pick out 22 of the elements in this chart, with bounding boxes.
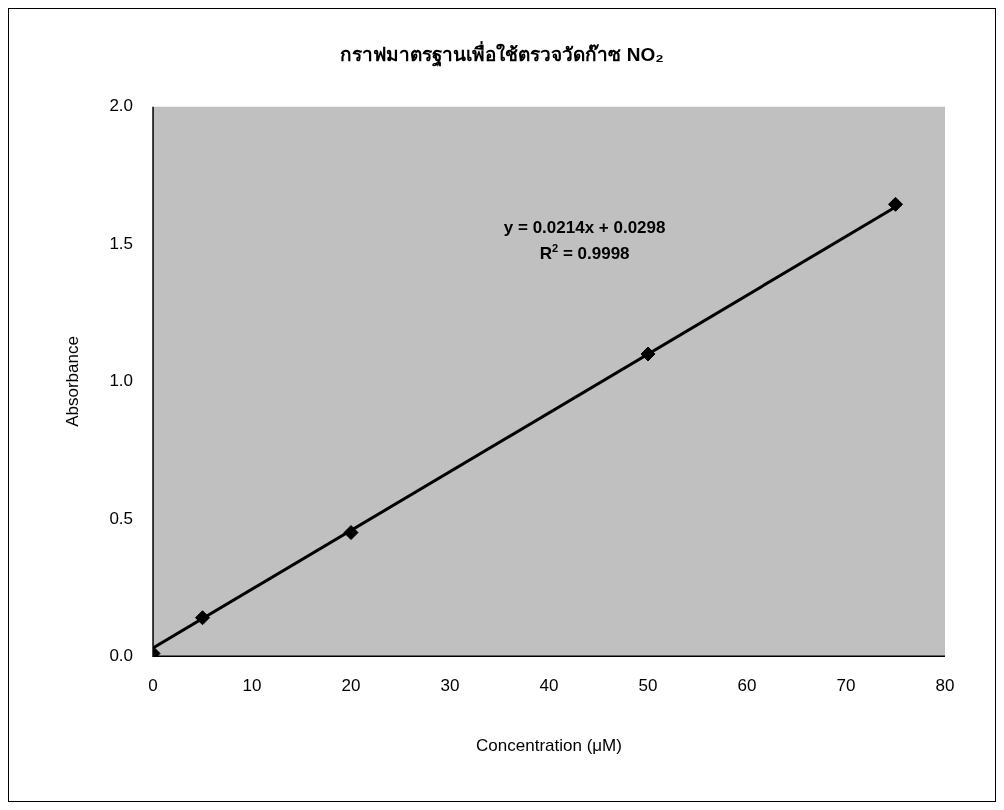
chart-title: กราฟมาตรฐานเพื่อใช้ตรวจวัดก๊าซ NO₂ [340, 40, 664, 68]
x-axis-title: Concentration (μM) [476, 736, 622, 756]
point [195, 610, 211, 626]
y-tick-label: 1.5 [109, 233, 134, 253]
annotation: y = 0.0214x + 0.0298 [503, 218, 666, 238]
point [640, 346, 656, 362]
x-tick-label: 30 [440, 676, 460, 696]
x-tick-label: 70 [836, 676, 856, 696]
x-tick-label: 10 [242, 676, 262, 696]
x-tick-label: 80 [935, 676, 955, 696]
point [888, 196, 903, 212]
x-tick-label: 0 [148, 676, 158, 696]
y-axis-title: Absorbance [62, 336, 82, 427]
x-tick-label: 50 [638, 676, 658, 696]
y-tick-label: 2.0 [109, 96, 134, 116]
point [343, 525, 359, 541]
y-tick-label: 1.0 [109, 371, 134, 391]
y-tick-label: 0.0 [109, 645, 134, 665]
y-tick-label: 0.5 [109, 508, 134, 528]
x-tick-label: 40 [539, 676, 559, 696]
x-tick-label: 20 [341, 676, 361, 696]
x-tick-label: 60 [737, 676, 757, 696]
